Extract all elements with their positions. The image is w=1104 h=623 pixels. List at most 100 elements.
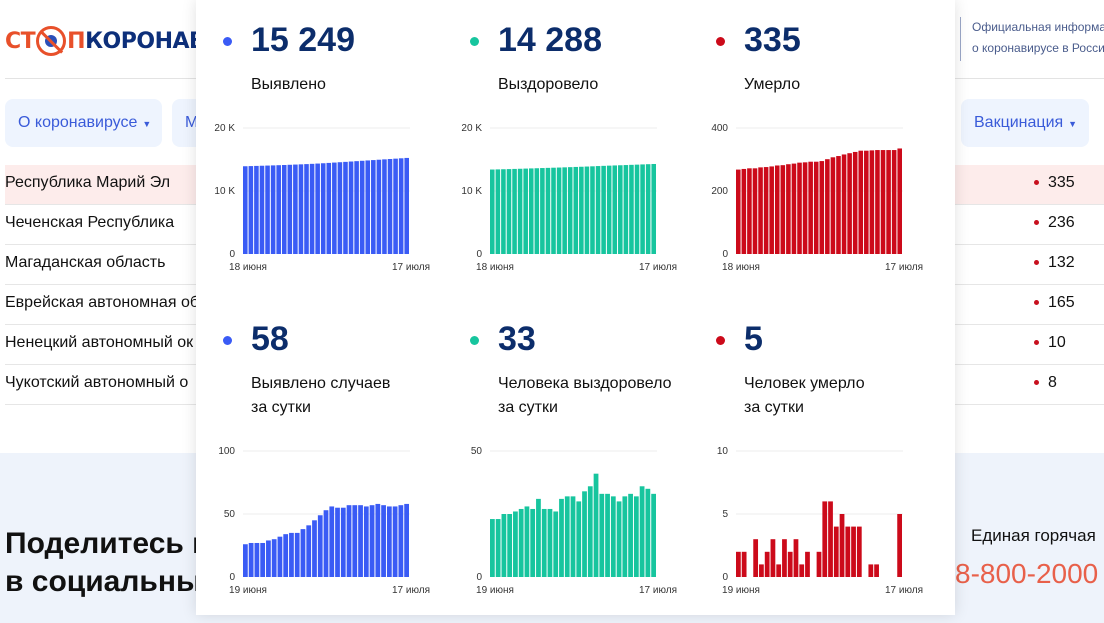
nav-about-coronavirus[interactable]: О коронавирусе ▼ [5,99,162,147]
bar[interactable] [610,496,616,577]
bar[interactable] [337,162,343,254]
bar[interactable] [802,162,808,254]
bar[interactable] [335,507,340,577]
bar[interactable] [530,508,536,577]
bar[interactable] [787,551,793,577]
bar[interactable] [559,498,564,577]
bar[interactable] [326,162,332,254]
bar[interactable] [369,505,375,577]
bar[interactable] [352,505,358,577]
bar[interactable] [764,551,770,577]
bar[interactable] [270,165,276,254]
bar[interactable] [891,150,897,254]
bar[interactable] [828,501,833,577]
bar[interactable] [495,169,501,254]
bar[interactable] [304,164,309,254]
bar[interactable] [595,166,601,254]
bar[interactable] [776,564,782,577]
bar[interactable] [573,166,579,254]
bar[interactable] [759,564,764,577]
bar[interactable] [763,167,769,254]
bar[interactable] [753,539,759,577]
bar[interactable] [769,166,774,254]
bar[interactable] [875,150,880,254]
bar[interactable] [825,159,830,254]
bar[interactable] [315,163,320,254]
bar[interactable] [271,539,277,577]
bar[interactable] [300,529,306,577]
bar[interactable] [634,164,640,254]
bar[interactable] [294,532,300,577]
bar[interactable] [793,539,799,577]
bar[interactable] [556,167,562,254]
bar[interactable] [329,506,335,577]
bar[interactable] [260,542,266,577]
bar[interactable] [833,526,839,577]
bar[interactable] [645,164,651,254]
bar[interactable] [536,498,541,577]
bar[interactable] [813,161,819,254]
bar[interactable] [309,163,315,254]
bar[interactable] [381,505,386,577]
bar[interactable] [639,486,645,577]
bar[interactable] [799,564,805,577]
bar[interactable] [298,164,304,254]
bar[interactable] [567,167,573,254]
bar[interactable] [897,514,902,577]
bar[interactable] [830,157,836,254]
bar[interactable] [320,163,326,254]
bar[interactable] [382,159,387,254]
bar[interactable] [248,166,254,254]
bar[interactable] [786,164,791,254]
bar[interactable] [553,511,559,577]
bar[interactable] [293,164,298,254]
bar[interactable] [346,505,352,577]
bar[interactable] [392,506,398,577]
bar[interactable] [283,534,289,577]
bar[interactable] [398,158,404,254]
bar[interactable] [816,551,822,577]
bar[interactable] [758,167,763,254]
bar[interactable] [513,511,518,577]
bar[interactable] [306,525,312,577]
bar[interactable] [517,168,523,254]
bar[interactable] [332,162,337,254]
bar[interactable] [501,514,507,577]
bar[interactable] [248,542,254,577]
bar[interactable] [576,501,582,577]
bar[interactable] [579,166,584,254]
bar[interactable] [534,168,540,254]
bar[interactable] [851,526,856,577]
bar[interactable] [606,165,612,254]
bar[interactable] [243,544,248,577]
bar[interactable] [365,160,371,254]
bar[interactable] [582,491,587,577]
hotline-phone[interactable]: 8-800-2000 [955,558,1099,589]
bar[interactable] [495,519,501,577]
bar[interactable] [651,163,656,254]
bar[interactable] [398,505,404,577]
bar[interactable] [524,506,530,577]
bar[interactable] [564,496,570,577]
bar[interactable] [622,496,628,577]
bar[interactable] [523,168,528,254]
bar[interactable] [593,473,599,577]
bar[interactable] [628,493,633,577]
bar[interactable] [590,166,595,254]
bar[interactable] [570,496,576,577]
bar[interactable] [780,165,786,254]
bar[interactable] [791,163,797,254]
bar[interactable] [348,161,354,254]
bar[interactable] [506,169,512,254]
bar[interactable] [340,507,346,577]
bar[interactable] [254,542,260,577]
bar[interactable] [845,526,851,577]
bar[interactable] [265,165,270,254]
bar[interactable] [797,162,802,254]
bar[interactable] [805,551,810,577]
bar[interactable] [312,520,317,577]
bar[interactable] [289,532,294,577]
bar[interactable] [541,508,547,577]
bar[interactable] [259,165,265,254]
bar[interactable] [852,151,858,254]
